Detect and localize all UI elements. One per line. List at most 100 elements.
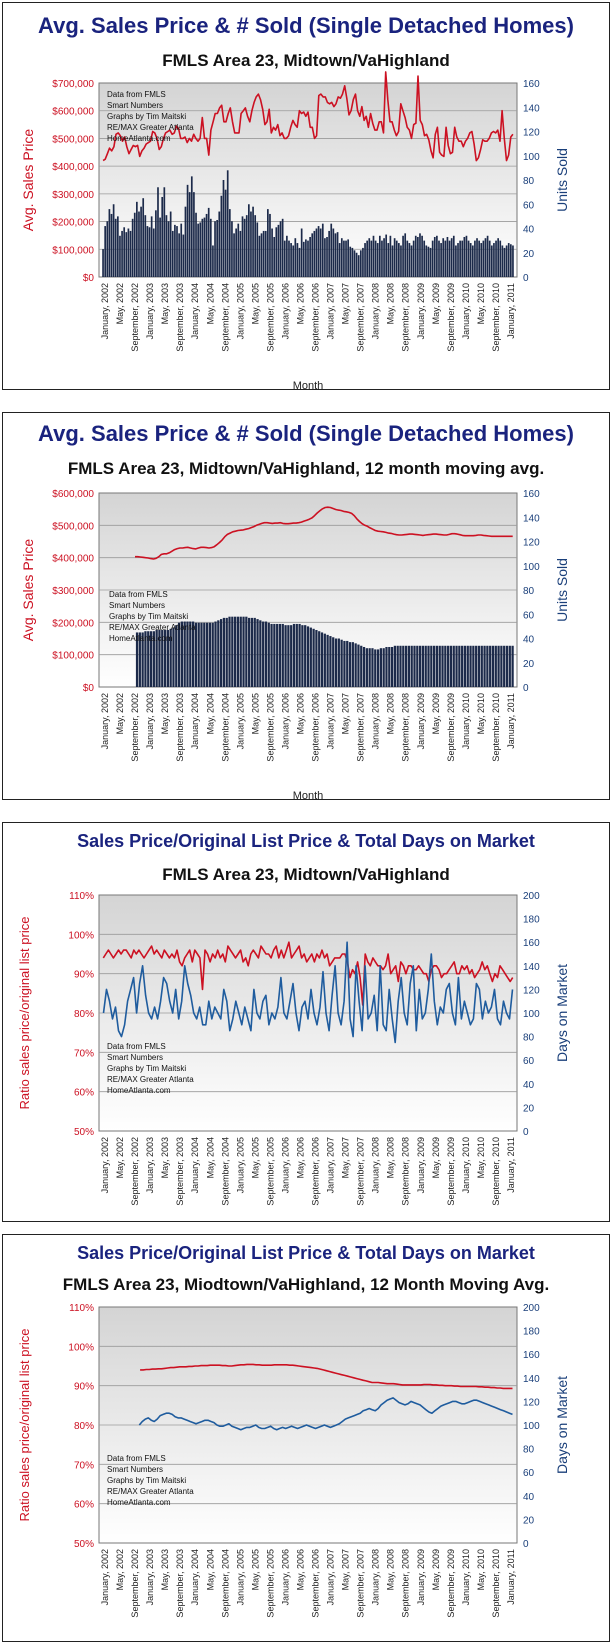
chart-4-subtitle: FMLS Area 23, Miodtown/VaHighland, 12 Mo… bbox=[62, 1275, 550, 1294]
units-bar bbox=[494, 645, 497, 687]
units-bar bbox=[398, 243, 400, 277]
units-bar bbox=[381, 240, 383, 277]
units-bar bbox=[309, 627, 312, 687]
units-bar bbox=[245, 215, 248, 277]
annotation-line: Data from FMLS bbox=[107, 1042, 166, 1051]
series-line bbox=[102, 941, 514, 1044]
x-tick-label: January, 2005 bbox=[235, 1137, 245, 1193]
units-bar bbox=[357, 644, 360, 687]
units-bar bbox=[396, 645, 399, 687]
y-left-tick-label: $700,000 bbox=[52, 79, 94, 90]
units-bar bbox=[302, 241, 305, 277]
x-tick-label: May, 2010 bbox=[476, 283, 486, 324]
units-bar bbox=[106, 221, 109, 277]
x-tick-label: May, 2008 bbox=[386, 1137, 396, 1178]
units-bar bbox=[416, 645, 419, 687]
units-bar bbox=[389, 235, 392, 277]
x-tick-label: September, 2003 bbox=[175, 1549, 185, 1618]
x-tick-label: September, 2005 bbox=[265, 693, 275, 762]
x-tick-label: May, 2002 bbox=[115, 283, 125, 324]
x-tick-label: September, 2004 bbox=[220, 693, 230, 762]
y-right-tick-label: 120 bbox=[523, 128, 540, 139]
units-bar bbox=[304, 625, 307, 687]
chart-panel-1: Avg. Sales Price & # Sold (Single Detach… bbox=[2, 2, 610, 390]
x-tick-label: January, 2009 bbox=[416, 283, 426, 339]
units-bar bbox=[141, 632, 144, 687]
units-bar bbox=[430, 645, 433, 687]
units-bar bbox=[347, 239, 349, 277]
units-bar bbox=[242, 616, 245, 687]
units-bar bbox=[250, 617, 254, 687]
units-bar bbox=[321, 223, 324, 277]
x-tick-label: September, 2003 bbox=[175, 283, 185, 352]
units-bar bbox=[277, 224, 280, 277]
units-bar bbox=[214, 621, 217, 687]
units-bar bbox=[332, 228, 335, 277]
x-tick-label: May, 2003 bbox=[160, 693, 170, 734]
chart-2-title: Avg. Sales Price & # Sold (Single Detach… bbox=[38, 421, 574, 446]
units-bar bbox=[440, 243, 442, 277]
x-tick-label: May, 2003 bbox=[160, 1137, 170, 1178]
x-tick-label: May, 2004 bbox=[205, 1549, 215, 1590]
units-bar bbox=[508, 645, 511, 687]
units-bar bbox=[219, 619, 223, 687]
x-tick-label: May, 2003 bbox=[160, 1549, 170, 1590]
units-bar bbox=[256, 619, 259, 687]
units-bar bbox=[131, 218, 134, 277]
annotation-line: HomeAtlanta.com bbox=[107, 1498, 171, 1507]
y-right-tick-label: 40 bbox=[523, 635, 535, 646]
units-bar bbox=[239, 616, 242, 687]
units-bar bbox=[225, 617, 228, 687]
units-bar bbox=[278, 623, 282, 687]
y-right-tick-label: 120 bbox=[523, 1397, 540, 1408]
units-bar bbox=[493, 243, 495, 277]
units-bar bbox=[385, 646, 388, 687]
units-bar bbox=[142, 198, 145, 277]
units-bar bbox=[346, 640, 349, 687]
x-tick-label: September, 2003 bbox=[175, 1137, 185, 1206]
x-tick-label: September, 2006 bbox=[311, 1549, 321, 1618]
units-bar bbox=[275, 227, 278, 277]
units-bar bbox=[197, 223, 199, 277]
units-bar bbox=[490, 245, 493, 277]
y-left-tick-label: $100,000 bbox=[52, 651, 94, 662]
units-bar bbox=[231, 616, 234, 687]
units-bar bbox=[345, 240, 347, 277]
units-bar bbox=[385, 234, 388, 277]
y-left-axis-title: Ratio sales price/original list price bbox=[17, 917, 32, 1110]
units-bar bbox=[172, 627, 175, 687]
units-bar bbox=[239, 230, 242, 277]
units-bar bbox=[292, 245, 295, 277]
units-bar bbox=[463, 236, 466, 277]
y-right-tick-label: 40 bbox=[523, 1492, 535, 1503]
units-bar bbox=[182, 234, 185, 277]
units-bar bbox=[237, 223, 240, 277]
units-bar bbox=[475, 645, 478, 687]
y-left-tick-label: $600,000 bbox=[52, 489, 94, 500]
x-tick-label: September, 2004 bbox=[220, 283, 230, 352]
x-tick-label: September, 2006 bbox=[311, 283, 321, 352]
x-tick-label: January, 2006 bbox=[280, 283, 290, 339]
x-tick-label: September, 2007 bbox=[356, 1549, 366, 1618]
y-right-tick-label: 140 bbox=[523, 962, 540, 973]
units-bar bbox=[157, 187, 159, 277]
y-right-tick-label: 200 bbox=[523, 891, 540, 902]
units-bar bbox=[455, 645, 458, 687]
units-bar bbox=[376, 243, 379, 277]
x-tick-label: September, 2007 bbox=[356, 1137, 366, 1206]
y-right-tick-label: 140 bbox=[523, 513, 540, 524]
units-bar bbox=[252, 206, 254, 277]
x-tick-label: September, 2008 bbox=[401, 693, 411, 762]
x-tick-label: January, 2006 bbox=[280, 1549, 290, 1605]
units-bar bbox=[247, 204, 250, 277]
units-bar bbox=[188, 192, 191, 277]
y-right-tick-label: 180 bbox=[523, 915, 540, 926]
y-right-tick-label: 60 bbox=[523, 610, 535, 621]
units-bar bbox=[372, 235, 375, 277]
units-bar bbox=[351, 247, 354, 277]
x-tick-label: September, 2010 bbox=[491, 1549, 501, 1618]
units-bar bbox=[248, 617, 251, 687]
units-bar bbox=[260, 233, 263, 277]
y-left-tick-label: 100% bbox=[68, 1342, 94, 1353]
units-bar bbox=[365, 648, 368, 687]
